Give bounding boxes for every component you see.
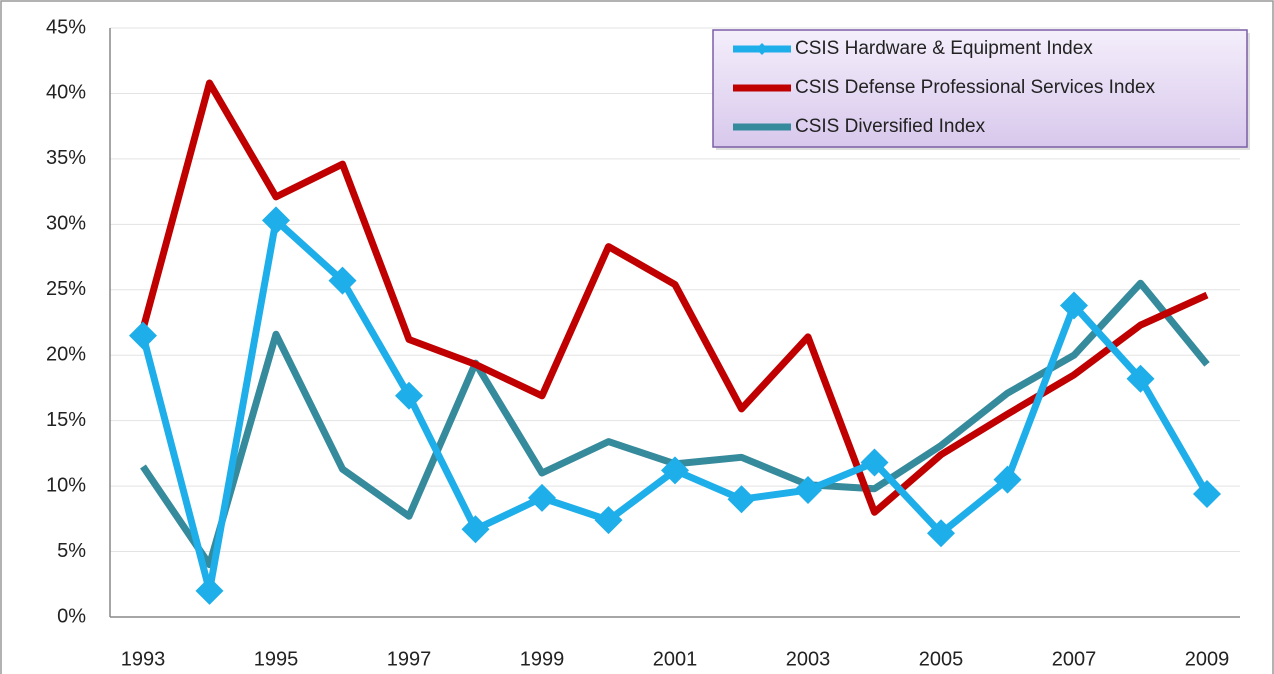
y-tick-label: 0% xyxy=(57,605,86,627)
x-tick-label: 1993 xyxy=(121,648,166,670)
x-tick-label: 2005 xyxy=(919,648,964,670)
legend: CSIS Hardware & Equipment Index CSIS Defe… xyxy=(712,29,1250,150)
y-tick-label: 30% xyxy=(46,213,86,235)
y-tick-label: 5% xyxy=(57,540,86,562)
data-point xyxy=(927,519,955,548)
y-tick-label: 25% xyxy=(46,278,86,300)
data-point xyxy=(1193,479,1221,508)
data-point xyxy=(328,266,357,295)
data-point xyxy=(860,448,889,477)
legend-label: CSIS Hardware & Equipment Index xyxy=(795,38,1093,59)
y-tick-label: 40% xyxy=(46,82,86,104)
x-tick-label: 2001 xyxy=(653,648,698,670)
y-tick-label: 45% xyxy=(46,16,86,38)
data-point xyxy=(594,506,623,535)
data-point xyxy=(794,476,822,505)
data-point xyxy=(195,576,224,605)
series-line xyxy=(140,279,1210,569)
data-point xyxy=(262,206,290,235)
y-tick-label: 15% xyxy=(46,409,86,431)
x-tick-label: 1999 xyxy=(520,648,565,670)
data-point xyxy=(1060,291,1088,320)
data-point xyxy=(395,381,423,410)
data-point xyxy=(993,465,1022,494)
x-tick-label: 2007 xyxy=(1052,648,1097,670)
data-point xyxy=(727,485,756,514)
data-point xyxy=(1126,364,1155,393)
data-point xyxy=(129,321,157,350)
series-line xyxy=(139,79,1209,516)
data-point xyxy=(461,515,490,544)
x-tick-label: 2003 xyxy=(786,648,831,670)
legend-marker xyxy=(756,43,768,55)
y-tick-label: 35% xyxy=(46,147,86,169)
legend-label: CSIS Diversified Index xyxy=(795,116,986,137)
x-tick-label: 1997 xyxy=(387,648,432,670)
x-tick-label: 1995 xyxy=(254,648,299,670)
legend-label: CSIS Defense Professional Services Index xyxy=(795,77,1156,98)
series-line xyxy=(139,216,1211,595)
data-point xyxy=(661,456,689,485)
x-tick-label: 2009 xyxy=(1185,648,1230,670)
legend-box xyxy=(712,29,1248,148)
y-tick-label: 10% xyxy=(46,474,86,496)
data-point xyxy=(528,483,556,512)
y-tick-label: 20% xyxy=(46,344,86,366)
